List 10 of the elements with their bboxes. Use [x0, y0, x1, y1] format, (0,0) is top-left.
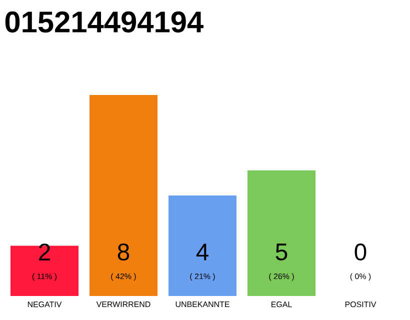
chart-title: 015214494194	[5, 11, 204, 33]
bar	[168, 196, 236, 296]
bar	[90, 95, 158, 296]
data-label: 2	[39, 244, 50, 260]
bar	[248, 170, 316, 296]
data-label: 5	[276, 244, 288, 260]
data-label: 8	[118, 244, 130, 260]
bar	[10, 246, 78, 296]
data-label: 0	[354, 244, 366, 260]
data-label: 4	[196, 244, 208, 260]
